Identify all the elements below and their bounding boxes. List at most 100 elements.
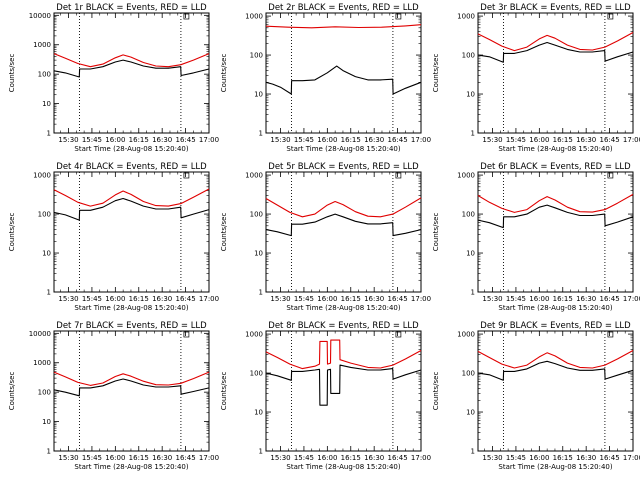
x-tick-label: 16:00 <box>317 454 337 462</box>
corner-marker <box>395 13 402 20</box>
y-tick-label: 1 <box>259 130 263 138</box>
x-tick-label: 17:00 <box>623 295 640 303</box>
x-tick-label: 17:00 <box>411 454 431 462</box>
x-tick-label: 16:45 <box>175 136 195 144</box>
x-tick-label: 17:00 <box>623 136 640 144</box>
y-tick-label: 1000 <box>33 359 51 367</box>
x-tick-label: 17:00 <box>623 454 640 462</box>
x-tick-label: 16:15 <box>341 454 361 462</box>
y-tick-label: 1000 <box>245 13 263 21</box>
x-tick-label: 16:30 <box>364 136 384 144</box>
corner-marker <box>607 172 614 179</box>
x-axis-label: Start Time (28-Aug-08 15:20:40) <box>74 304 188 312</box>
y-tick-label: 1000 <box>33 41 51 49</box>
y-axis-ticks: 1 10 100 1000 <box>245 331 421 456</box>
events-series-line <box>53 197 210 221</box>
x-tick-label: 16:30 <box>364 454 384 462</box>
x-tick-label: 15:30 <box>270 295 290 303</box>
chart-panel-7: Det 7r BLACK = Events, RED = LLD 1 10 100 10… <box>8 321 219 471</box>
y-tick-label: 100 <box>250 52 263 60</box>
x-tick-label: 16:15 <box>553 136 573 144</box>
x-tick-label: 17:00 <box>411 136 431 144</box>
panel-title: Det 6r BLACK = Events, RED = LLD <box>480 162 631 172</box>
corner-marker <box>395 172 402 179</box>
plot-frame <box>53 12 210 134</box>
y-tick-label: 1000 <box>245 331 263 339</box>
chart-panel-2: Det 2r BLACK = Events, RED = LLD 1 10 100 10… <box>220 3 431 153</box>
chart-panel-5: Det 5r BLACK = Events, RED = LLD 1 10 100 10… <box>220 162 431 312</box>
x-tick-label: 16:15 <box>553 295 573 303</box>
y-tick-label: 1000 <box>245 172 263 180</box>
plot-frame <box>265 12 422 134</box>
x-tick-label: 17:00 <box>199 454 219 462</box>
y-tick-label: 10 <box>254 250 263 258</box>
panel-title: Det 7r BLACK = Events, RED = LLD <box>56 321 207 331</box>
x-axis-label: Start Time (28-Aug-08 15:20:40) <box>498 463 612 471</box>
lld-series-line <box>265 339 422 370</box>
x-tick-label: 15:30 <box>58 136 78 144</box>
corner-marker <box>607 13 614 20</box>
y-axis-ticks: 1 10 100 1000 <box>457 13 633 138</box>
events-series-line <box>265 213 422 237</box>
y-axis-label: Counts/sec <box>432 213 440 252</box>
panel-title: Det 4r BLACK = Events, RED = LLD <box>56 162 207 172</box>
x-tick-label: 16:45 <box>599 454 619 462</box>
y-tick-label: 10 <box>42 418 51 426</box>
x-tick-label: 17:00 <box>199 295 219 303</box>
x-tick-label: 16:00 <box>105 454 125 462</box>
lld-series-line <box>53 53 210 68</box>
x-tick-label: 15:45 <box>294 454 314 462</box>
x-tick-label: 16:15 <box>553 454 573 462</box>
chart-panel-3: Det 3r BLACK = Events, RED = LLD 1 10 100 10… <box>432 3 640 153</box>
events-series-line <box>265 65 422 95</box>
x-tick-label: 16:45 <box>175 295 195 303</box>
corner-marker <box>183 331 190 338</box>
lld-series-line <box>53 188 210 207</box>
x-tick-label: 16:00 <box>529 454 549 462</box>
y-tick-label: 10 <box>42 250 51 258</box>
y-tick-label: 10 <box>42 100 51 108</box>
x-tick-label: 16:15 <box>129 295 149 303</box>
y-tick-label: 1 <box>471 130 475 138</box>
x-tick-label: 15:30 <box>270 136 290 144</box>
events-series-line <box>265 364 422 406</box>
x-tick-label: 15:45 <box>506 295 526 303</box>
events-series-line <box>477 360 634 381</box>
x-axis-label: Start Time (28-Aug-08 15:20:40) <box>286 463 400 471</box>
y-tick-label: 1 <box>47 448 51 456</box>
x-tick-label: 16:30 <box>576 136 596 144</box>
x-tick-label: 16:00 <box>529 136 549 144</box>
x-tick-label: 16:45 <box>387 295 407 303</box>
lld-series-line <box>53 371 210 386</box>
x-tick-label: 16:15 <box>341 295 361 303</box>
x-tick-label: 15:45 <box>506 136 526 144</box>
chart-panel-8: Det 8r BLACK = Events, RED = LLD 1 10 100 10… <box>220 321 431 471</box>
panel-title: Det 3r BLACK = Events, RED = LLD <box>480 3 631 13</box>
x-tick-label: 16:00 <box>317 295 337 303</box>
y-axis-label: Counts/sec <box>8 372 16 411</box>
y-axis-label: Counts/sec <box>220 372 228 411</box>
x-tick-label: 15:45 <box>82 295 102 303</box>
y-axis-ticks: 1 10 100 1000 <box>245 13 421 138</box>
y-tick-label: 10000 <box>29 12 51 20</box>
x-tick-label: 15:45 <box>82 136 102 144</box>
x-tick-label: 15:30 <box>58 454 78 462</box>
y-tick-label: 1 <box>47 130 51 138</box>
plot-frame <box>53 171 210 293</box>
y-axis-ticks: 1 10 100 1000 <box>245 172 421 297</box>
x-axis-label: Start Time (28-Aug-08 15:20:40) <box>286 304 400 312</box>
x-tick-label: 17:00 <box>411 295 431 303</box>
panel-title: Det 8r BLACK = Events, RED = LLD <box>268 321 419 331</box>
y-axis-ticks: 1 10 100 1000 10000 <box>29 330 209 456</box>
y-tick-label: 1000 <box>457 331 475 339</box>
x-tick-label: 16:30 <box>152 136 172 144</box>
y-tick-label: 1 <box>47 289 51 297</box>
x-tick-label: 16:30 <box>152 295 172 303</box>
plot-frame <box>265 330 422 452</box>
